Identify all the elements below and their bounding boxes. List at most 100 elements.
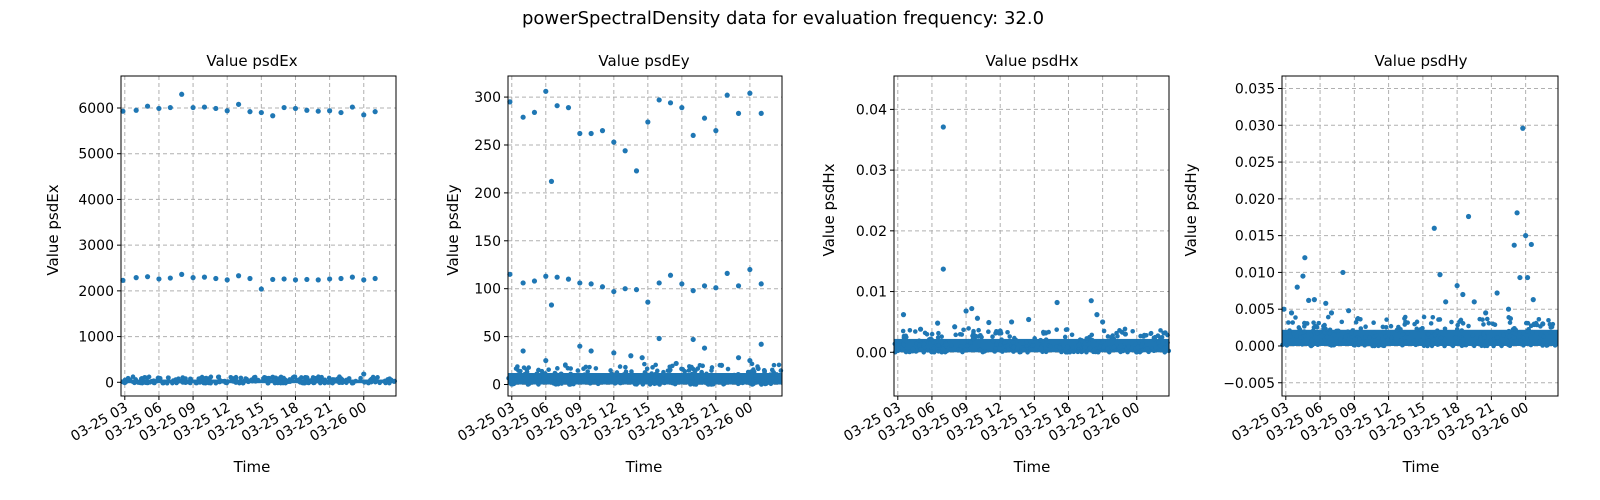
- data-point: [892, 341, 898, 347]
- data-point: [953, 332, 959, 338]
- data-point: [519, 378, 524, 384]
- data-point: [977, 347, 983, 353]
- data-point: [701, 115, 708, 121]
- data-point: [643, 379, 649, 385]
- data-point: [575, 368, 581, 373]
- data-point: [1162, 349, 1168, 355]
- data-point: [758, 341, 764, 347]
- data-point: [213, 275, 219, 282]
- y-tick-label: 0.02: [856, 224, 887, 240]
- data-point: [1088, 298, 1094, 304]
- subplot-title: Value psdHy: [1375, 52, 1468, 70]
- axes-frame: [120, 75, 397, 397]
- axes-frame: [893, 75, 1170, 397]
- data-point: [1311, 320, 1316, 325]
- data-point: [623, 364, 628, 370]
- y-axis-label: Value psdEy: [444, 184, 462, 275]
- data-point: [994, 329, 999, 334]
- data-point: [1499, 343, 1504, 349]
- data-point: [940, 124, 946, 130]
- data-point: [358, 375, 363, 381]
- data-point: [1315, 330, 1320, 336]
- y-tick-label: 2000: [78, 284, 114, 300]
- data-point: [1448, 342, 1454, 347]
- data-point: [164, 380, 170, 386]
- data-point: [700, 363, 705, 369]
- data-point: [1309, 332, 1314, 338]
- data-point: [1491, 343, 1496, 349]
- data-point: [258, 286, 264, 292]
- dense-points: [1280, 314, 1558, 349]
- data-point: [1421, 343, 1427, 349]
- data-point: [1429, 341, 1435, 347]
- data-point: [644, 366, 650, 372]
- data-point: [362, 380, 367, 385]
- data-point: [543, 357, 549, 364]
- data-point: [662, 380, 667, 386]
- data-point: [667, 368, 673, 374]
- data-point: [1381, 330, 1387, 335]
- data-point: [165, 375, 171, 380]
- data-point: [1465, 213, 1472, 220]
- data-point: [1038, 345, 1044, 351]
- data-point: [1125, 349, 1130, 355]
- data-point: [1340, 269, 1346, 276]
- data-point: [349, 274, 355, 280]
- data-point: [731, 376, 737, 381]
- data-point: [617, 364, 623, 369]
- data-point: [971, 330, 976, 336]
- data-point: [735, 355, 742, 361]
- data-point: [592, 379, 597, 385]
- data-point: [568, 371, 573, 377]
- data-point: [1383, 333, 1388, 339]
- data-point: [1062, 334, 1068, 340]
- data-point: [1339, 319, 1345, 325]
- data-point: [190, 104, 196, 111]
- data-point: [648, 377, 653, 382]
- data-point: [599, 284, 606, 290]
- data-point: [1302, 255, 1308, 261]
- data-point: [1525, 320, 1531, 326]
- data-point: [1309, 338, 1314, 344]
- data-point: [304, 276, 310, 283]
- data-point: [543, 88, 549, 94]
- y-tick-label: 0.005: [1235, 302, 1275, 318]
- data-point: [1505, 306, 1512, 312]
- data-point: [724, 270, 730, 276]
- data-point: [935, 320, 941, 326]
- data-point: [750, 378, 755, 384]
- data-point: [1514, 210, 1520, 216]
- data-point: [281, 276, 287, 282]
- data-point: [1511, 242, 1517, 248]
- data-point: [587, 364, 592, 370]
- data-point: [658, 373, 663, 379]
- y-tick-label: 0.01: [856, 285, 887, 301]
- data-point: [706, 382, 711, 387]
- data-point: [1413, 342, 1419, 348]
- data-point: [986, 319, 992, 326]
- data-point: [1398, 340, 1404, 346]
- data-point: [900, 328, 906, 334]
- data-point: [327, 276, 333, 282]
- data-point: [190, 275, 196, 281]
- data-point: [667, 272, 674, 278]
- data-point: [642, 370, 648, 376]
- data-point: [316, 378, 321, 384]
- data-point: [1122, 331, 1128, 337]
- data-point: [1488, 338, 1493, 344]
- y-tick-label: 0.04: [856, 102, 887, 118]
- data-point: [139, 376, 145, 382]
- data-point: [224, 380, 230, 386]
- data-point: [1311, 297, 1317, 303]
- data-point: [217, 379, 223, 385]
- y-tick-label: 5000: [78, 147, 114, 163]
- data-point: [1346, 308, 1352, 314]
- data-point: [679, 281, 685, 287]
- data-point: [1293, 315, 1298, 320]
- data-point: [952, 324, 958, 330]
- data-point: [1118, 349, 1123, 355]
- data-point: [531, 278, 538, 284]
- data-point: [1400, 331, 1406, 337]
- data-point: [1101, 328, 1107, 334]
- data-point: [618, 380, 623, 386]
